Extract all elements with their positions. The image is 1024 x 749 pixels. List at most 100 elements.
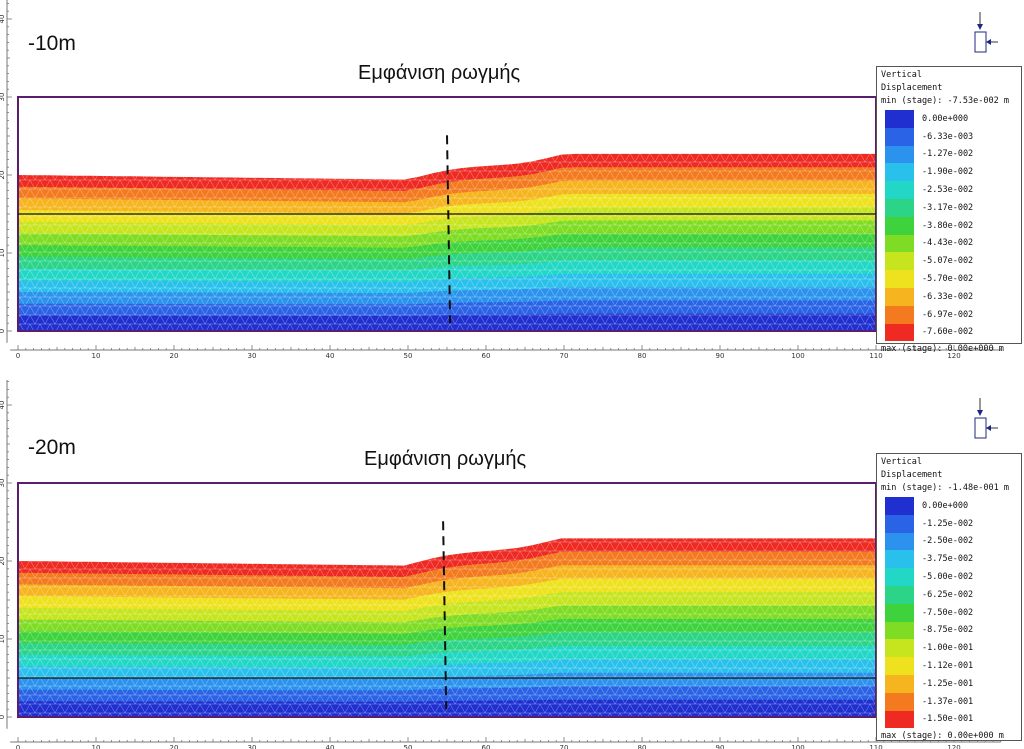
x-tick-label: 40: [326, 352, 335, 360]
x-tick-label: 30: [248, 352, 257, 360]
y-tick-label: 0: [0, 715, 6, 719]
legend-row: -6.33e-003: [885, 127, 1021, 146]
legend-row: -1.90e-002: [885, 163, 1021, 182]
legend-value: 0.00e+000: [922, 113, 969, 124]
support-box-icon: [974, 417, 987, 439]
legend-swatch: [885, 639, 914, 658]
legend-value: -3.75e-002: [922, 554, 974, 565]
x-tick-label: 110: [869, 744, 882, 749]
legend-value: -3.80e-002: [922, 220, 974, 231]
legend-row: -5.70e-002: [885, 270, 1021, 288]
legend-row: -8.75e-002: [885, 621, 1021, 640]
depth-label: -10m: [28, 32, 76, 55]
legend-swatch: [885, 145, 914, 164]
y-tick-label: 30: [0, 93, 6, 102]
x-tick-label: 10: [92, 352, 101, 360]
legend-swatch: [885, 692, 914, 711]
x-tick-label: 20: [170, 352, 179, 360]
x-tick-label: 60: [482, 352, 491, 360]
y-tick-label: 10: [0, 635, 6, 644]
x-tick-label: 0: [16, 744, 20, 749]
legend-swatch: [885, 198, 914, 217]
legend-swatch: [885, 710, 914, 729]
legend-row: -5.00e-002: [885, 568, 1021, 586]
legend-row: -6.33e-002: [885, 287, 1021, 306]
legend-swatch: [885, 270, 914, 288]
x-tick-label: 60: [482, 744, 491, 749]
x-tick-label: 120: [947, 352, 960, 360]
depth-label: -20m: [28, 436, 76, 459]
legend-value: -2.50e-002: [922, 536, 974, 547]
legend-row: -1.50e-001: [885, 710, 1021, 729]
legend-bottom: Vertical Displacement min (stage): -1.48…: [876, 453, 1022, 741]
legend-swatch: [885, 585, 914, 604]
x-tick-label: 0: [16, 352, 20, 360]
legend-swatch: [885, 216, 914, 235]
legend-value: 0.00e+000: [922, 500, 969, 511]
legend-row: -1.25e-001: [885, 674, 1021, 693]
x-tick-label: 90: [716, 352, 725, 360]
x-tick-label: 30: [248, 744, 257, 749]
x-tick-label: 80: [638, 744, 647, 749]
x-tick-label: 110: [869, 352, 882, 360]
legend-swatch: [885, 234, 914, 253]
legend-value: -2.53e-002: [922, 185, 974, 196]
legend-swatch: [885, 550, 914, 569]
x-tick-label: 90: [716, 744, 725, 749]
x-tick-label: 80: [638, 352, 647, 360]
legend-swatch: [885, 181, 914, 199]
legend-row: 0.00e+000: [885, 497, 1021, 515]
legend-row: -7.50e-002: [885, 603, 1021, 622]
legend-value: -5.70e-002: [922, 274, 974, 285]
x-tick-label: 70: [560, 352, 569, 360]
legend-swatch: [885, 163, 914, 182]
legend-row: -3.17e-002: [885, 198, 1021, 217]
legend-title-line2: Displacement: [881, 470, 943, 480]
support-arrowhead: [977, 24, 983, 30]
legend-swatch: [885, 497, 914, 515]
legend-value: -3.17e-002: [922, 202, 974, 213]
legend-scale: 0.00e+000 -1.25e-002 -2.50e-002 -3.75e-002 -…: [885, 497, 1021, 729]
legend-value: -7.60e-002: [922, 327, 974, 338]
support-arrowhead: [986, 39, 991, 45]
legend-swatch: [885, 657, 914, 675]
model-view-bottom: 0 10 20 30 40 0 10 20 30 40 50 60 70 80 90 100 110 120: [0, 380, 1002, 749]
y-tick-label: 20: [0, 171, 6, 180]
crack-line: [442, 521, 448, 710]
x-tick-label: 120: [947, 744, 960, 749]
legend-row: -7.60e-002: [885, 323, 1021, 342]
legend-row: -2.53e-002: [885, 181, 1021, 199]
panel-top: 0 10 20 30 40 0 10 20 30 40 50 60 70 80 90 100 110 120 -1…: [0, 0, 1024, 372]
legend-value: -8.75e-002: [922, 625, 974, 636]
legend-max: max (stage): 0.00e+000 m: [881, 344, 1004, 355]
legend-row: -4.43e-002: [885, 234, 1021, 253]
support-arrowhead: [986, 425, 991, 431]
legend-value: -1.25e-002: [922, 518, 974, 529]
crack-annotation: Εμφάνιση ρωγμής: [358, 62, 521, 84]
legend-value: -6.33e-002: [922, 291, 974, 302]
legend-swatch: [885, 568, 914, 586]
legend-value: -1.37e-001: [922, 696, 974, 707]
x-tick-label: 50: [404, 352, 413, 360]
y-tick-label: 30: [0, 479, 6, 488]
legend-value: -4.43e-002: [922, 238, 974, 249]
legend-row: -6.25e-002: [885, 585, 1021, 604]
crack-line: [446, 135, 452, 324]
model-view-top: 0 10 20 30 40 0 10 20 30 40 50 60 70 80 90 100 110 120: [0, 0, 1002, 360]
legend-value: -6.97e-002: [922, 309, 974, 320]
legend-value: -1.27e-002: [922, 149, 974, 160]
legend-row: -1.27e-002: [885, 145, 1021, 164]
legend-row: -5.07e-002: [885, 252, 1021, 271]
legend-row: -1.25e-002: [885, 514, 1021, 533]
y-tick-label: 40: [0, 15, 6, 24]
fe-mesh: [18, 514, 876, 717]
legend-value: -1.00e-001: [922, 643, 974, 654]
legend-swatch: [885, 127, 914, 146]
legend-title-line1: Vertical: [881, 70, 922, 80]
legend-swatch: [885, 532, 914, 551]
legend-value: -5.00e-002: [922, 572, 974, 583]
x-tick-label: 40: [326, 744, 335, 749]
legend-value: -6.25e-002: [922, 589, 974, 600]
legend-value: -1.12e-001: [922, 661, 974, 672]
y-tick-label: 40: [0, 401, 6, 410]
